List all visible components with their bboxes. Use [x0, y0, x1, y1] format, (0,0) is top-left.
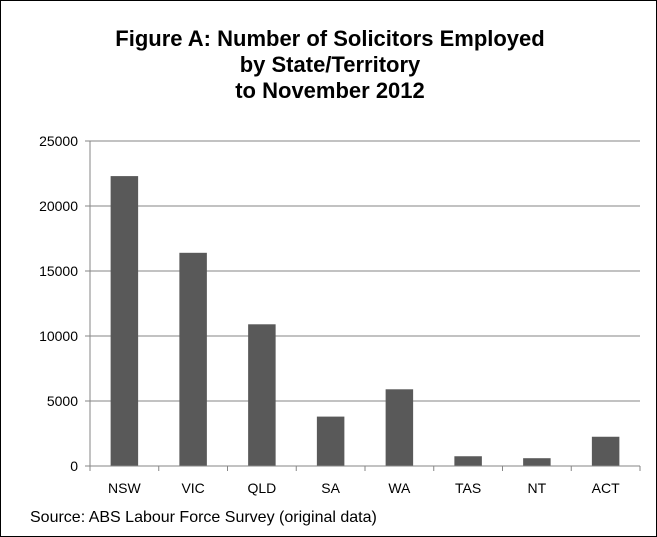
chart-title-line-2: by State/Territory — [239, 52, 421, 77]
bar-wa — [385, 389, 414, 466]
bars — [110, 176, 620, 466]
source-note: Source: ABS Labour Force Survey (origina… — [30, 509, 377, 526]
y-tick-label: 0 — [70, 458, 78, 474]
bar-tas — [454, 456, 482, 466]
x-tick-label: QLD — [247, 480, 276, 496]
bar-qld — [248, 324, 276, 466]
x-tick-label: NT — [528, 480, 547, 496]
y-axis-ticks: 0 5000 10000 15000 20000 25000 — [39, 133, 91, 474]
y-tick-label: 25000 — [39, 133, 78, 149]
x-axis-labels: NSW VIC QLD SA WA TAS NT ACT — [108, 480, 620, 496]
chart-title: Figure A: Number of Solicitors Employed … — [40, 26, 620, 104]
bar-sa — [316, 416, 345, 466]
x-tick-label: NSW — [108, 480, 141, 496]
y-tick-label: 15000 — [39, 263, 78, 279]
bar-nsw — [110, 176, 139, 466]
y-tick-label: 10000 — [39, 328, 78, 344]
bar-nt — [523, 458, 551, 466]
x-tick-label: TAS — [455, 480, 481, 496]
gridlines — [90, 140, 640, 402]
y-tick-label: 20000 — [39, 198, 78, 214]
x-tick-label: ACT — [592, 480, 620, 496]
x-tick-label: SA — [321, 480, 340, 496]
chart-title-line-1: Figure A: Number of Solicitors Employed — [115, 26, 545, 51]
x-tick-label: WA — [388, 480, 411, 496]
x-tick-label: VIC — [181, 480, 204, 496]
chart-title-line-3: to November 2012 — [235, 78, 425, 103]
bar-act — [591, 436, 620, 466]
y-tick-label: 5000 — [47, 393, 78, 409]
x-axis — [89, 465, 641, 471]
bar-vic — [179, 252, 207, 466]
